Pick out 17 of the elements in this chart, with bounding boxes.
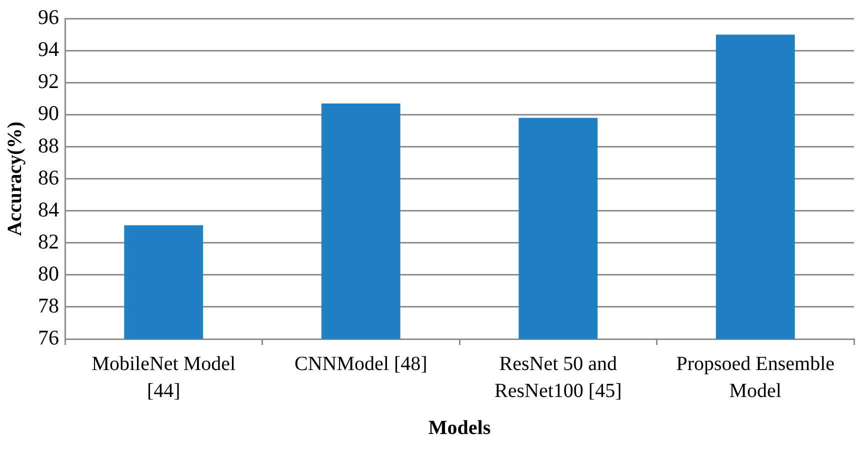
x-tick-label: MobileNet Model [44] (92, 352, 236, 402)
y-tick-label: 92 (38, 69, 59, 94)
y-tick-label: 80 (38, 261, 59, 286)
x-tick-label: ResNet 50 and ResNet100 [45] (494, 352, 622, 402)
y-tick-label: 76 (38, 326, 59, 350)
y-tick-label: 88 (38, 133, 59, 158)
y-tick-label: 86 (38, 165, 59, 190)
x-tick-label: CNNModel [48] (294, 352, 428, 375)
y-tick-label: 94 (38, 37, 60, 62)
y-tick-label: 90 (38, 101, 59, 126)
y-tick-label: 82 (38, 229, 59, 254)
y-tick-label: 84 (38, 197, 60, 222)
x-axis-title: Models (428, 417, 491, 440)
x-tick-label: Propsoed Ensemble Model (676, 352, 835, 402)
y-axis-title: Accuracy(%) (4, 122, 26, 236)
y-tick-label: 78 (38, 293, 59, 318)
y-tick-label: 96 (38, 5, 59, 30)
